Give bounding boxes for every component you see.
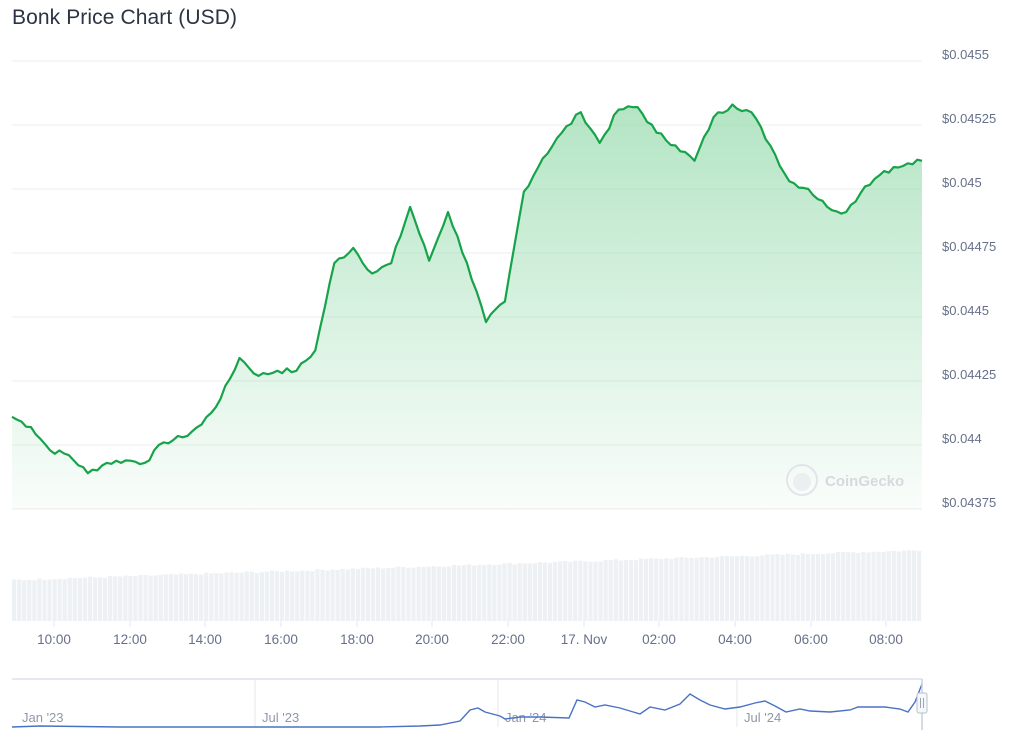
x-tick-label: 12:00 <box>113 632 147 647</box>
x-tick-label: 20:00 <box>415 632 449 647</box>
navigator-handle[interactable] <box>916 692 928 714</box>
y-tick-label: $0.044 <box>942 431 982 446</box>
x-tick-label: 06:00 <box>794 632 828 647</box>
x-tick-label: 04:00 <box>718 632 752 647</box>
y-axis-labels: $0.0455 $0.04525 $0.045 $0.04475 $0.0445 $0.0… <box>942 47 996 510</box>
coingecko-watermark: CoinGecko <box>786 464 904 496</box>
x-tick-label: 17. Nov <box>561 632 608 647</box>
y-tick-label: $0.04525 <box>942 111 996 126</box>
x-tick-label: 22:00 <box>491 632 525 647</box>
x-tick-label: 10:00 <box>37 632 71 647</box>
price-area <box>12 104 922 509</box>
navigator-label: Jan '23 <box>22 710 64 725</box>
x-tick-label: 16:00 <box>264 632 298 647</box>
x-tick-label: 02:00 <box>642 632 676 647</box>
y-tick-label: $0.04475 <box>942 239 996 254</box>
watermark-text: CoinGecko <box>825 473 904 490</box>
volume-bars <box>12 550 922 621</box>
x-tick-label: 18:00 <box>340 632 374 647</box>
navigator-label: Jul '23 <box>262 710 299 725</box>
gecko-logo-icon <box>793 473 811 491</box>
y-tick-label: $0.045 <box>942 175 982 190</box>
y-tick-label: $0.0445 <box>942 303 989 318</box>
navigator-label: Jul '24 <box>744 710 781 725</box>
navigator[interactable]: Jan '23 Jul '23 Jan '24 Jul '24 <box>11 678 928 730</box>
x-tick-label: 08:00 <box>869 632 903 647</box>
price-line <box>11 103 923 475</box>
navigator-series-line <box>11 683 923 728</box>
chart-title: Bonk Price Chart (USD) <box>12 6 238 29</box>
x-tick-label: 14:00 <box>188 632 222 647</box>
y-tick-label: $0.0455 <box>942 47 989 62</box>
y-tick-label: $0.04375 <box>942 495 996 510</box>
y-tick-label: $0.04425 <box>942 367 996 382</box>
x-axis: 10:00 12:00 14:00 16:00 18:00 20:00 22:00 17. N… <box>37 621 903 647</box>
